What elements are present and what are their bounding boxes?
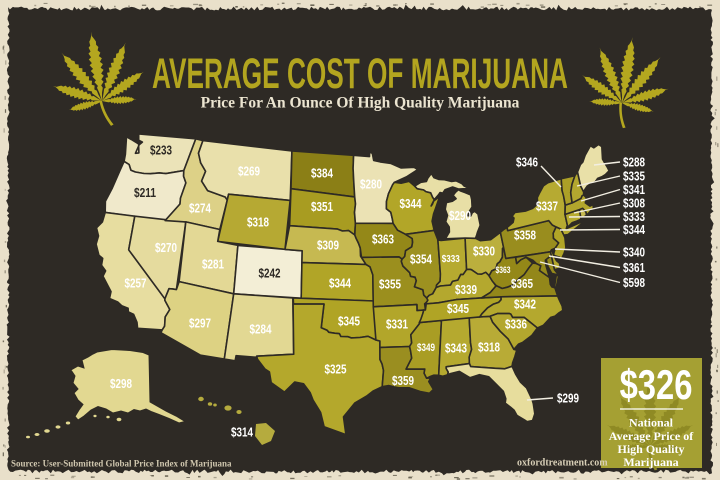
- svg-text:$318: $318: [478, 340, 500, 355]
- svg-text:$314: $314: [231, 425, 254, 440]
- svg-text:$274: $274: [189, 201, 212, 216]
- svg-text:$299: $299: [557, 391, 579, 406]
- svg-text:oxfordtreatment.com: oxfordtreatment.com: [517, 458, 608, 469]
- svg-text:$257: $257: [125, 276, 147, 291]
- svg-text:$363: $363: [372, 232, 394, 247]
- svg-text:$339: $339: [455, 282, 477, 297]
- svg-text:$363: $363: [496, 265, 511, 275]
- svg-text:$598: $598: [623, 275, 645, 290]
- svg-text:$335: $335: [623, 169, 645, 184]
- svg-text:$341: $341: [623, 182, 645, 197]
- svg-text:$330: $330: [473, 244, 495, 259]
- svg-text:$345: $345: [338, 314, 360, 329]
- svg-text:$358: $358: [514, 228, 536, 243]
- svg-text:$346: $346: [516, 155, 538, 170]
- svg-text:Marijuana: Marijuana: [623, 455, 678, 469]
- svg-text:Source: User-Submitted Global: Source: User-Submitted Global Price Inde…: [11, 459, 232, 469]
- svg-text:$344: $344: [400, 196, 423, 211]
- svg-text:National: National: [629, 416, 674, 430]
- svg-text:$281: $281: [202, 257, 224, 272]
- svg-text:$318: $318: [247, 215, 269, 230]
- svg-text:$351: $351: [311, 199, 333, 214]
- svg-text:$280: $280: [360, 177, 382, 192]
- svg-text:$333: $333: [623, 209, 645, 224]
- svg-text:$354: $354: [410, 252, 433, 267]
- svg-text:$344: $344: [329, 276, 352, 291]
- svg-text:$325: $325: [325, 362, 347, 377]
- svg-text:$359: $359: [392, 373, 414, 388]
- svg-text:$361: $361: [623, 260, 645, 275]
- svg-text:$343: $343: [445, 341, 467, 356]
- svg-text:$365: $365: [511, 276, 533, 291]
- svg-text:$233: $233: [150, 143, 172, 158]
- svg-text:$342: $342: [514, 297, 536, 312]
- svg-text:$355: $355: [379, 277, 401, 292]
- svg-text:$345: $345: [447, 301, 469, 316]
- svg-text:$344: $344: [623, 222, 646, 237]
- svg-text:$384: $384: [311, 166, 334, 181]
- svg-text:$337: $337: [536, 199, 558, 214]
- svg-text:$284: $284: [250, 322, 273, 337]
- svg-text:$270: $270: [155, 240, 177, 255]
- svg-text:AVERAGE COST OF MARIJUANA: AVERAGE COST OF MARIJUANA: [152, 51, 568, 98]
- svg-text:$340: $340: [623, 245, 645, 260]
- svg-text:$309: $309: [317, 238, 339, 253]
- svg-text:$288: $288: [623, 155, 645, 170]
- svg-text:Price For An Ounce Of High Qua: Price For An Ounce Of High Quality Marij…: [201, 95, 520, 112]
- svg-text:$242: $242: [259, 266, 281, 281]
- svg-text:Average Price of: Average Price of: [609, 429, 694, 443]
- svg-text:$331: $331: [386, 317, 408, 332]
- svg-text:$336: $336: [505, 317, 527, 332]
- svg-text:$333: $333: [442, 253, 460, 265]
- svg-text:$298: $298: [110, 376, 132, 391]
- svg-text:High Quality: High Quality: [617, 442, 684, 456]
- svg-text:$297: $297: [189, 316, 211, 331]
- svg-text:$349: $349: [417, 342, 435, 354]
- svg-text:$326: $326: [620, 361, 693, 408]
- svg-text:$269: $269: [238, 164, 260, 179]
- svg-text:$211: $211: [134, 185, 156, 200]
- svg-text:$308: $308: [623, 196, 645, 211]
- svg-text:$290: $290: [449, 208, 471, 223]
